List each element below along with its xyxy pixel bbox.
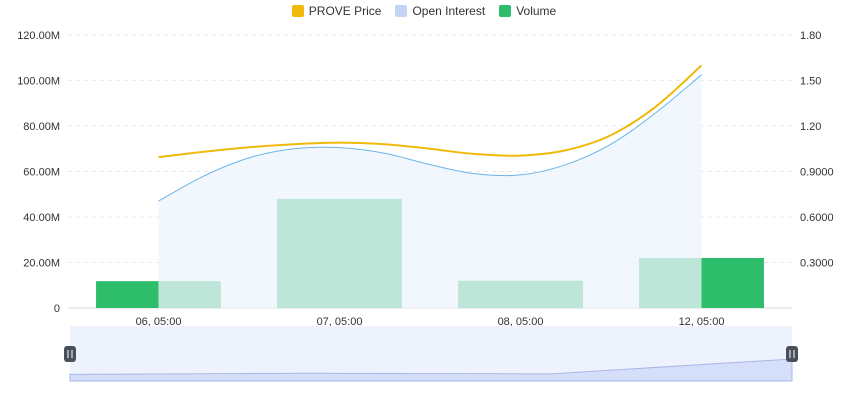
legend-label-open-interest: Open Interest (412, 4, 486, 18)
right-axis-tick: 0.3000 (800, 258, 834, 270)
right-axis-tick: 0.6000 (800, 212, 834, 224)
x-axis-tick: 06, 05:00 (136, 316, 182, 328)
left-axis-tick: 40.00M (23, 212, 60, 224)
legend-swatch-open-interest (395, 5, 408, 17)
right-axis-tick: 1.20 (800, 121, 821, 133)
left-axis-tick: 20.00M (23, 258, 60, 270)
legend-swatch-volume (499, 5, 512, 17)
legend-item-volume[interactable]: Volume (499, 4, 556, 18)
x-axis-tick: 08, 05:00 (498, 316, 544, 328)
open-interest-area (158, 74, 702, 308)
chart-legend: PROVE Price Open Interest Volume (0, 4, 848, 18)
handle-grip-icon (64, 346, 76, 362)
left-axis-tick: 100.00M (17, 76, 60, 88)
prove-price-line[interactable] (158, 64, 703, 159)
legend-swatch-prove-price (291, 5, 304, 17)
x-axis-tick: 12, 05:00 (679, 316, 725, 328)
right-axis-tick: 1.80 (800, 30, 821, 42)
left-axis-tick: 0 (54, 303, 60, 315)
navigator-right-handle[interactable] (786, 346, 798, 362)
left-axis-tick: 80.00M (23, 121, 60, 133)
handle-grip-icon (786, 346, 798, 362)
legend-label-prove-price: PROVE Price (308, 4, 382, 18)
left-axis-tick: 60.00M (23, 167, 60, 179)
legend-item-prove-price[interactable]: PROVE Price (291, 4, 382, 18)
legend-label-volume: Volume (516, 4, 557, 18)
navigator-left-handle[interactable] (64, 346, 76, 362)
x-axis-tick: 07, 05:00 (317, 316, 363, 328)
legend-item-open-interest[interactable]: Open Interest (395, 4, 485, 18)
right-axis-tick: 0.9000 (800, 167, 834, 179)
right-axis-tick: 1.50 (800, 76, 821, 88)
left-axis-tick: 120.00M (17, 30, 60, 42)
open-interest-line[interactable] (158, 74, 702, 202)
